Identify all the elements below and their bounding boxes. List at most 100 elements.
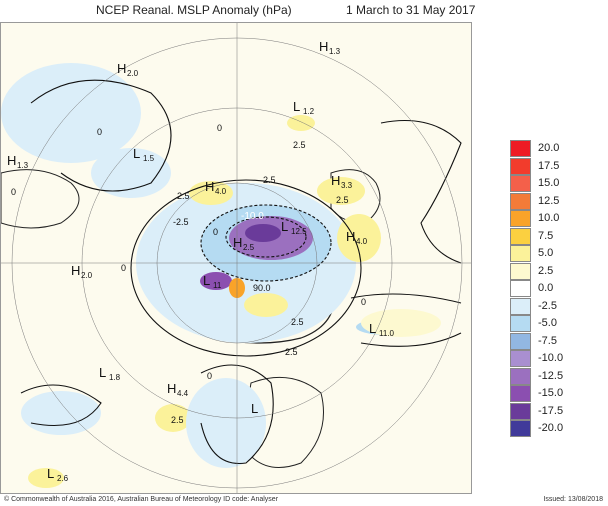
svg-text:4.0: 4.0 — [215, 187, 227, 196]
color-legend: 20.0 17.5 15.0 12.5 10.0 7.5 5.0 2.5 0.0 -2.5 -5.0… — [510, 140, 608, 460]
negative-anomaly-peak — [245, 224, 281, 242]
svg-text:1.5: 1.5 — [143, 154, 155, 163]
legend-level-label: 12.5 — [538, 194, 560, 207]
svg-text:1.2: 1.2 — [303, 107, 315, 116]
positive-anomaly-1 — [317, 177, 365, 205]
contour-value-label: 0 — [217, 123, 222, 133]
contour-zero-ne — [380, 120, 462, 264]
svg-text:1.3: 1.3 — [329, 47, 341, 56]
map-label-layer: H 1.3 H 2.0 H 1.3 L 1.5 L 1.2 H 4.0 H 3.3 L 12.5… — [7, 39, 395, 483]
negative-anomaly-10 — [91, 148, 171, 198]
svg-text:4.4: 4.4 — [177, 389, 189, 398]
svg-text:L: L — [203, 273, 210, 288]
pressure-center-label: L 11 — [203, 273, 222, 290]
svg-text:4.0: 4.0 — [356, 237, 368, 246]
contour-value-label: 2.5 — [263, 175, 276, 185]
contour-minus-5 — [200, 204, 332, 282]
svg-text:H: H — [319, 39, 328, 54]
svg-text:H: H — [331, 173, 340, 188]
positive-anomaly-7 — [155, 404, 191, 432]
pressure-center-label: L — [251, 401, 258, 416]
contour-zero-west — [30, 79, 172, 192]
pressure-center-label: L 1.5 — [133, 146, 155, 163]
contour-value-label: 2.5 — [171, 415, 184, 425]
contour-zero-east — [350, 293, 462, 304]
anomaly-fills — [1, 63, 441, 488]
pressure-center-label: L 11.0 — [369, 321, 395, 338]
pressure-center-label: H 1.3 — [7, 153, 29, 170]
legend-swatch — [510, 297, 531, 315]
positive-anomaly-2 — [337, 214, 381, 262]
legend-level-label: 5.0 — [538, 247, 554, 259]
svg-text:L: L — [133, 146, 140, 161]
contour-value-label: -10.0 — [241, 211, 264, 222]
graticule — [1, 23, 471, 493]
svg-text:L: L — [99, 365, 106, 380]
legend-swatch — [510, 332, 531, 350]
contour-value-label: 2.5 — [291, 317, 304, 327]
legend-swatch — [510, 315, 531, 332]
low-11-fill — [200, 272, 232, 290]
contour-minus-10 — [225, 216, 307, 258]
legend-level-label: -10.0 — [538, 352, 564, 364]
legend-level-label: -20.0 — [538, 422, 564, 434]
negative-anomaly-11 — [186, 378, 266, 468]
pressure-center-label: H 2.0 — [71, 263, 93, 280]
legend-level-label: 0.0 — [538, 282, 554, 294]
footer-copyright: © Commonwealth of Australia 2016, Austra… — [4, 496, 279, 503]
contour-value-label: -2.5 — [173, 217, 189, 227]
legend-swatch — [510, 280, 531, 297]
pressure-center-label: H 4.0 — [346, 229, 368, 246]
positive-anomaly-8 — [28, 468, 64, 488]
negative-anomaly-9 — [1, 63, 141, 163]
contour-value-label: 2.5 — [293, 140, 306, 150]
legend-swatch — [510, 402, 531, 420]
svg-text:H: H — [71, 263, 80, 278]
contour-value-label: 0 — [97, 127, 102, 137]
legend-swatch — [510, 420, 531, 437]
legend-level-label: -17.5 — [538, 404, 564, 417]
legend-level-label: 17.5 — [538, 159, 560, 172]
pressure-center-label: L 1.2 — [293, 99, 315, 116]
legend-swatch — [510, 367, 531, 385]
contour-value-label: 0 — [213, 227, 218, 237]
pressure-center-label: H 2.0 — [117, 61, 139, 78]
map-panel[interactable]: H 1.3 H 2.0 H 1.3 L 1.5 L 1.2 H 4.0 H 3.3 L 12.5… — [0, 22, 472, 494]
legend-swatch — [510, 385, 531, 402]
svg-text:H: H — [7, 153, 16, 168]
legend-level-label: 2.5 — [538, 264, 554, 277]
svg-text:H: H — [117, 61, 126, 76]
svg-text:2.0: 2.0 — [127, 69, 139, 78]
footer-issued-date: Issued: 13/08/2018 — [543, 496, 603, 503]
legend-swatch — [510, 245, 531, 262]
contour-value-label: 0 — [121, 263, 126, 273]
contour-value-label: 2.5 — [177, 191, 190, 201]
svg-text:2.0: 2.0 — [81, 271, 93, 280]
pressure-center-label: H 1.3 — [319, 39, 341, 56]
pressure-center-label: H 3.3 — [331, 173, 353, 190]
svg-text:11: 11 — [213, 281, 222, 290]
contour-zero-south — [200, 364, 274, 465]
svg-text:H: H — [205, 179, 214, 194]
legend-swatch — [510, 262, 531, 280]
pressure-center-label: H 4.0 — [205, 179, 227, 196]
legend-swatch — [510, 140, 531, 157]
positive-anomaly-4 — [287, 115, 315, 131]
contour-value-label: 0 — [361, 297, 366, 307]
map-canvas[interactable]: H 1.3 H 2.0 H 1.3 L 1.5 L 1.2 H 4.0 H 3.3 L 12.5… — [1, 23, 472, 494]
legend-level-label: 20.0 — [538, 142, 560, 154]
svg-text:H: H — [167, 381, 176, 396]
svg-text:1.3: 1.3 — [17, 161, 29, 170]
legend-level-label: -15.0 — [538, 387, 564, 399]
pressure-center-label: L 12.5 — [281, 219, 307, 236]
contour-value-label: 0 — [11, 187, 16, 197]
contour-value-label: 2.5 — [285, 347, 298, 357]
svg-text:H: H — [346, 229, 355, 244]
legend-level-label: 15.0 — [538, 177, 560, 189]
svg-text:1.8: 1.8 — [109, 373, 121, 382]
pressure-center-label: H 4.4 — [167, 381, 189, 398]
legend-level-label: -5.0 — [538, 317, 557, 329]
svg-text:H: H — [233, 235, 242, 250]
svg-text:L: L — [281, 219, 288, 234]
svg-text:3.3: 3.3 — [341, 181, 353, 190]
